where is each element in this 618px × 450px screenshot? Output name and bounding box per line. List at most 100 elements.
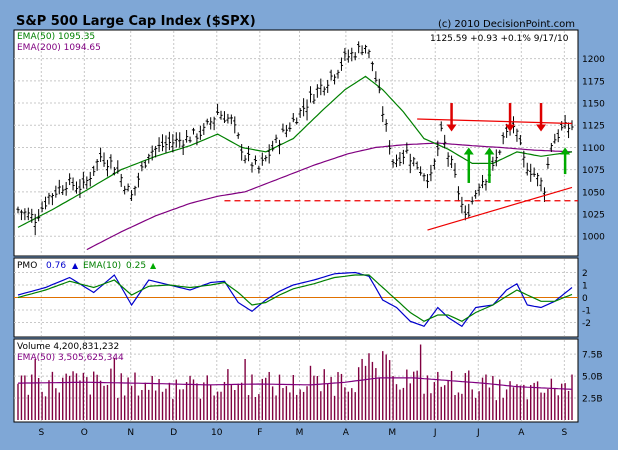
price-bar [119,173,123,187]
volume-ema-legend: EMA(50) 3,505,625,344 [17,353,124,363]
price-bar [171,134,175,153]
price-bar [384,119,388,132]
price-tick-label: 1100 [582,144,605,154]
price-bar [467,203,471,218]
price-bar [129,190,134,201]
price-bar [415,161,419,170]
price-bar [226,113,230,124]
price-bar [553,133,557,144]
price-bar [312,93,316,105]
price-bar [501,132,505,145]
price-bar [446,152,450,167]
price-bar [408,153,412,174]
green-up-arrow-head [484,147,495,155]
price-bar [346,49,350,63]
price-bar [305,99,309,121]
price-tick-label: 1150 [582,100,605,110]
price-bar [388,140,392,155]
rising-trendline [427,186,573,231]
price-bar [298,108,302,118]
pmo-up-arrow-icon: ▲ [72,261,79,270]
price-bar [515,128,519,142]
price-bar [401,149,405,165]
price-bar [140,162,144,172]
price-bar [470,196,474,205]
price-bar [198,125,202,140]
price-bar [535,172,540,187]
price-bar [343,47,347,61]
price-bar [566,122,571,139]
price-bar [542,187,547,202]
price-bar [353,52,357,61]
price-bar [33,214,37,236]
pmo-tick-label: -1 [582,307,591,317]
price-bar [518,135,522,146]
pmo-line [17,271,573,328]
price-bar [480,174,485,189]
price-bar [336,69,340,79]
copyright-text: (c) 2010 DecisionPoint.com [438,19,575,30]
price-bar [37,209,41,222]
price-bar [126,183,130,192]
volume-tick-label: 5.0B [582,373,603,383]
price-bar [522,150,526,168]
pmo-tick-label: 1 [582,282,588,292]
price-bar [363,44,368,54]
price-bar [432,158,436,170]
price-bar [30,208,34,223]
ema50-line [17,75,573,228]
price-bar [491,156,495,171]
price-bar [443,134,447,149]
volume-tick-label: 2.5B [582,395,603,405]
price-bar [474,190,478,199]
price-bar [215,103,220,115]
price-bar [19,209,24,221]
price-bar [92,165,96,176]
price-bar [367,49,371,59]
price-bar [68,173,72,186]
price-bar [449,155,454,169]
price-bar [284,124,288,138]
price-bar [109,154,113,169]
price-bar [26,207,30,221]
price-bar [40,201,44,213]
price-bar [315,84,319,98]
green-up-arrow-head [463,147,474,155]
x-tick-label: M [388,428,396,438]
price-bar [23,208,27,221]
red-down-arrow-head [446,124,457,132]
price-bar [157,137,161,153]
price-bar [264,155,268,162]
annotations [224,103,578,231]
price-bar [339,57,344,71]
price-bar [405,142,409,154]
price-bar [295,117,299,125]
price-bar [422,173,426,182]
volume-grid: 2.5B 5.0B 7.5B [14,340,603,421]
price-bar [143,160,147,169]
chart-title: S&P 500 Large Cap Index ($SPX) [16,14,256,29]
price-bar [329,69,333,81]
price-bar [85,176,89,190]
price-bar [71,177,75,191]
price-bar [274,134,278,144]
price-bar [429,164,433,182]
price-bar [88,171,92,187]
price-bar [456,186,461,202]
price-bar [332,74,337,85]
price-bar [150,145,154,161]
price-bar [281,123,285,133]
price-bar [147,153,151,164]
price-bar [154,145,158,158]
price-bar [167,131,172,151]
price-bar [222,111,227,123]
price-bar [436,140,440,157]
price-bar [16,206,20,214]
price-bar [377,78,381,94]
price-bar [64,181,68,196]
price-bar [240,144,244,161]
price-bar [460,196,464,214]
price-bar [54,185,58,198]
price-bar [277,139,282,155]
